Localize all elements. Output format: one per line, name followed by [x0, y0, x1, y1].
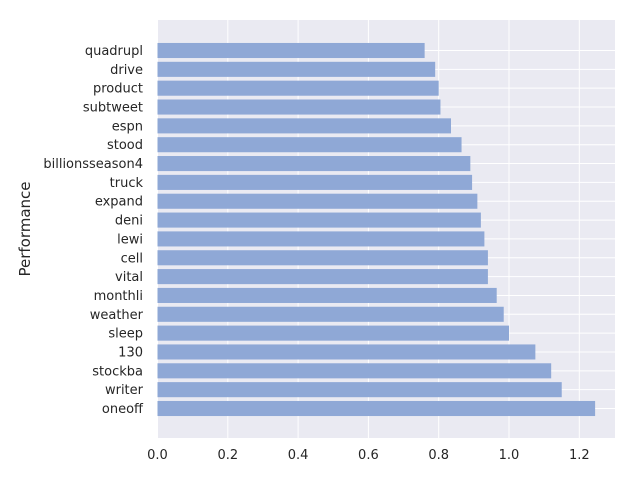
bar-espn: [157, 118, 452, 134]
y-axis-title: Performance: [16, 181, 34, 276]
y-tick-label: sleep: [108, 327, 143, 342]
bar-expand: [157, 193, 478, 209]
bar-130: [157, 344, 536, 360]
y-tick-label: monthli: [94, 289, 143, 304]
y-tick-label: 130: [118, 345, 143, 360]
y-tick-label: espn: [112, 119, 143, 134]
x-tick-label: 1.2: [569, 448, 590, 463]
bars: [157, 42, 596, 417]
bar-drive: [157, 61, 436, 77]
y-tick-label: deni: [115, 214, 143, 229]
bar-sleep: [157, 325, 509, 341]
y-tick-label: weather: [90, 308, 144, 323]
y-tick-label: writer: [105, 383, 144, 398]
bar-stockba: [157, 363, 552, 379]
bar-weather: [157, 306, 504, 322]
y-tick-label: quadrupl: [85, 44, 143, 59]
bar-stood: [157, 137, 462, 153]
y-tick-label: lewi: [117, 232, 143, 247]
y-tick-label: expand: [95, 195, 143, 210]
y-tick-label: vital: [115, 270, 143, 285]
y-tick-label: product: [93, 82, 143, 97]
y-tick-label: subtweet: [83, 101, 143, 116]
y-tick-label: stood: [107, 138, 143, 153]
bar-vital: [157, 269, 488, 285]
bar-deni: [157, 212, 481, 228]
x-tick-label: 0.2: [217, 448, 238, 463]
bar-monthli: [157, 287, 497, 303]
bar-lewi: [157, 231, 485, 247]
x-tick-label: 1.0: [499, 448, 520, 463]
x-tick-labels: 0.0 0.2 0.4 0.6 0.8 1.0 1.2: [147, 448, 589, 463]
bar-subtweet: [157, 99, 441, 115]
y-tick-label: oneoff: [102, 402, 144, 417]
bar-product: [157, 80, 439, 96]
bar-truck: [157, 174, 473, 190]
y-tick-label: billionsseason4: [43, 157, 143, 172]
bar-billionsseason4: [157, 156, 471, 172]
bar-cell: [157, 250, 488, 266]
bar-oneoff: [157, 400, 596, 417]
bar-quadrupl: [157, 42, 425, 59]
y-tick-label: stockba: [92, 364, 143, 379]
y-tick-label: cell: [121, 251, 143, 266]
y-tick-labels: quadrupl drive product subtweet espn stood bil…: [43, 44, 144, 417]
x-tick-label: 0.8: [428, 448, 449, 463]
x-tick-label: 0.6: [358, 448, 379, 463]
bar-writer: [157, 382, 562, 398]
x-tick-label: 0.4: [288, 448, 309, 463]
x-tick-label: 0.0: [147, 448, 168, 463]
y-tick-label: drive: [110, 63, 143, 78]
y-tick-label: truck: [110, 176, 144, 191]
